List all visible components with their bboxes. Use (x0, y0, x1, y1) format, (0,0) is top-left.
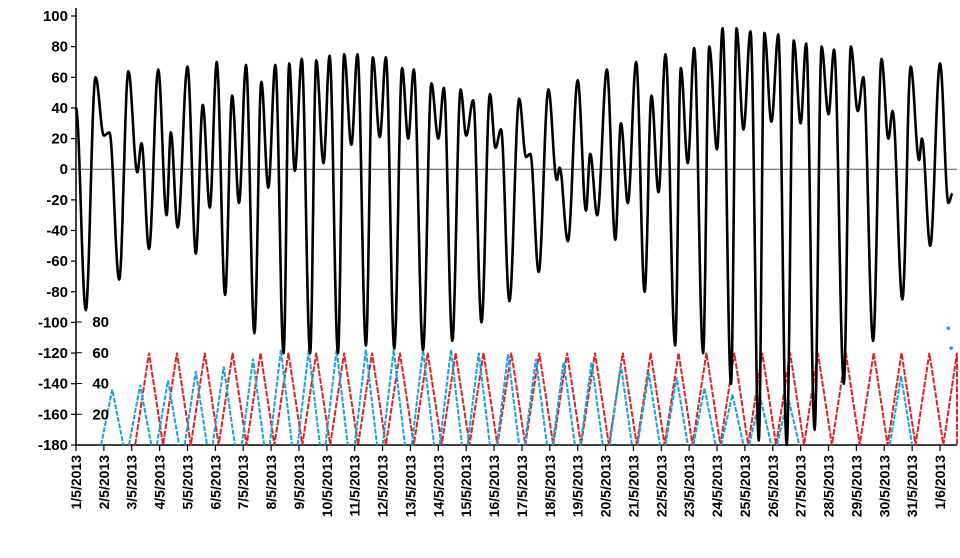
y-tick-label: -120 (38, 345, 68, 362)
x-tick-label: 1/5/2013 (68, 455, 84, 510)
x-tick-label: 30/5/2013 (876, 455, 892, 517)
x-tick-label: 2/5/2013 (96, 455, 112, 510)
x-tick-label: 12/5/2013 (375, 455, 391, 517)
x-axis-ticks: 1/5/2013 2/5/2013 3/5/2013 4/5/2013 5/5/2013… (68, 445, 948, 517)
x-tick-label: 20/5/2013 (598, 455, 614, 517)
y-tick-label: -20 (46, 192, 68, 209)
y-tick-label: -80 (46, 284, 68, 301)
x-tick-label: 3/5/2013 (124, 455, 140, 510)
x-tick-label: 6/5/2013 (207, 455, 223, 510)
x-tick-label: 7/5/2013 (235, 455, 251, 510)
x-tick-label: 31/5/2013 (904, 455, 920, 517)
series-line-black (74, 27, 954, 447)
y-tick-label: -160 (38, 406, 68, 423)
y-tick-label: -180 (38, 437, 68, 454)
y-axis-ticks: 100 80 60 40 20 0 -20 -40 -60 -80 -100 -120 -140 -160… (38, 8, 76, 454)
series-black (74, 27, 954, 447)
y-tick-label: 80 (51, 39, 68, 56)
x-tick-label: 23/5/2013 (681, 455, 697, 517)
y-tick-label: -100 (38, 314, 68, 331)
x-tick-label: 14/5/2013 (430, 455, 446, 517)
y2-tick-label: 40 (92, 376, 109, 393)
series-point-blue (949, 346, 953, 350)
x-tick-label: 25/5/2013 (737, 455, 753, 517)
x-tick-label: 15/5/2013 (458, 455, 474, 517)
x-tick-label: 28/5/2013 (821, 455, 837, 517)
y2-tick-label: 80 (92, 314, 109, 331)
y2-tick-label: 20 (92, 406, 109, 423)
x-tick-label: 29/5/2013 (848, 455, 864, 517)
y-tick-label: 0 (60, 161, 68, 178)
x-tick-label: 24/5/2013 (709, 455, 725, 517)
x-tick-label: 9/5/2013 (291, 455, 307, 510)
x-tick-label: 13/5/2013 (402, 455, 418, 517)
y-tick-label: -40 (46, 223, 68, 240)
series-point-blue (946, 326, 951, 330)
x-tick-label: 10/5/2013 (319, 455, 335, 517)
y-tick-label: 100 (43, 8, 68, 25)
y-tick-label: 20 (51, 131, 68, 148)
x-tick-label: 1/6/2013 (932, 455, 948, 510)
y-tick-label: 40 (51, 100, 68, 117)
y-tick-label: 60 (51, 69, 68, 86)
x-tick-label: 26/5/2013 (765, 455, 781, 517)
x-tick-label: 11/5/2013 (347, 455, 363, 517)
y2-tick-label: 60 (92, 345, 109, 362)
x-tick-label: 4/5/2013 (152, 455, 168, 510)
series-red (134, 352, 958, 446)
x-tick-label: 16/5/2013 (486, 455, 502, 517)
series-line-red (134, 352, 958, 446)
x-tick-label: 5/5/2013 (179, 455, 195, 510)
x-tick-label: 19/5/2013 (570, 455, 586, 517)
y2-axis-ticks: 80 60 40 20 (76, 314, 109, 423)
x-tick-label: 22/5/2013 (653, 455, 669, 517)
y-tick-label: -140 (38, 376, 68, 393)
x-tick-label: 17/5/2013 (514, 455, 530, 517)
x-tick-label: 21/5/2013 (625, 455, 641, 517)
x-tick-label: 8/5/2013 (263, 455, 279, 510)
x-tick-label: 18/5/2013 (542, 455, 558, 517)
x-tick-label: 27/5/2013 (793, 455, 809, 517)
y-tick-label: -60 (46, 253, 68, 270)
